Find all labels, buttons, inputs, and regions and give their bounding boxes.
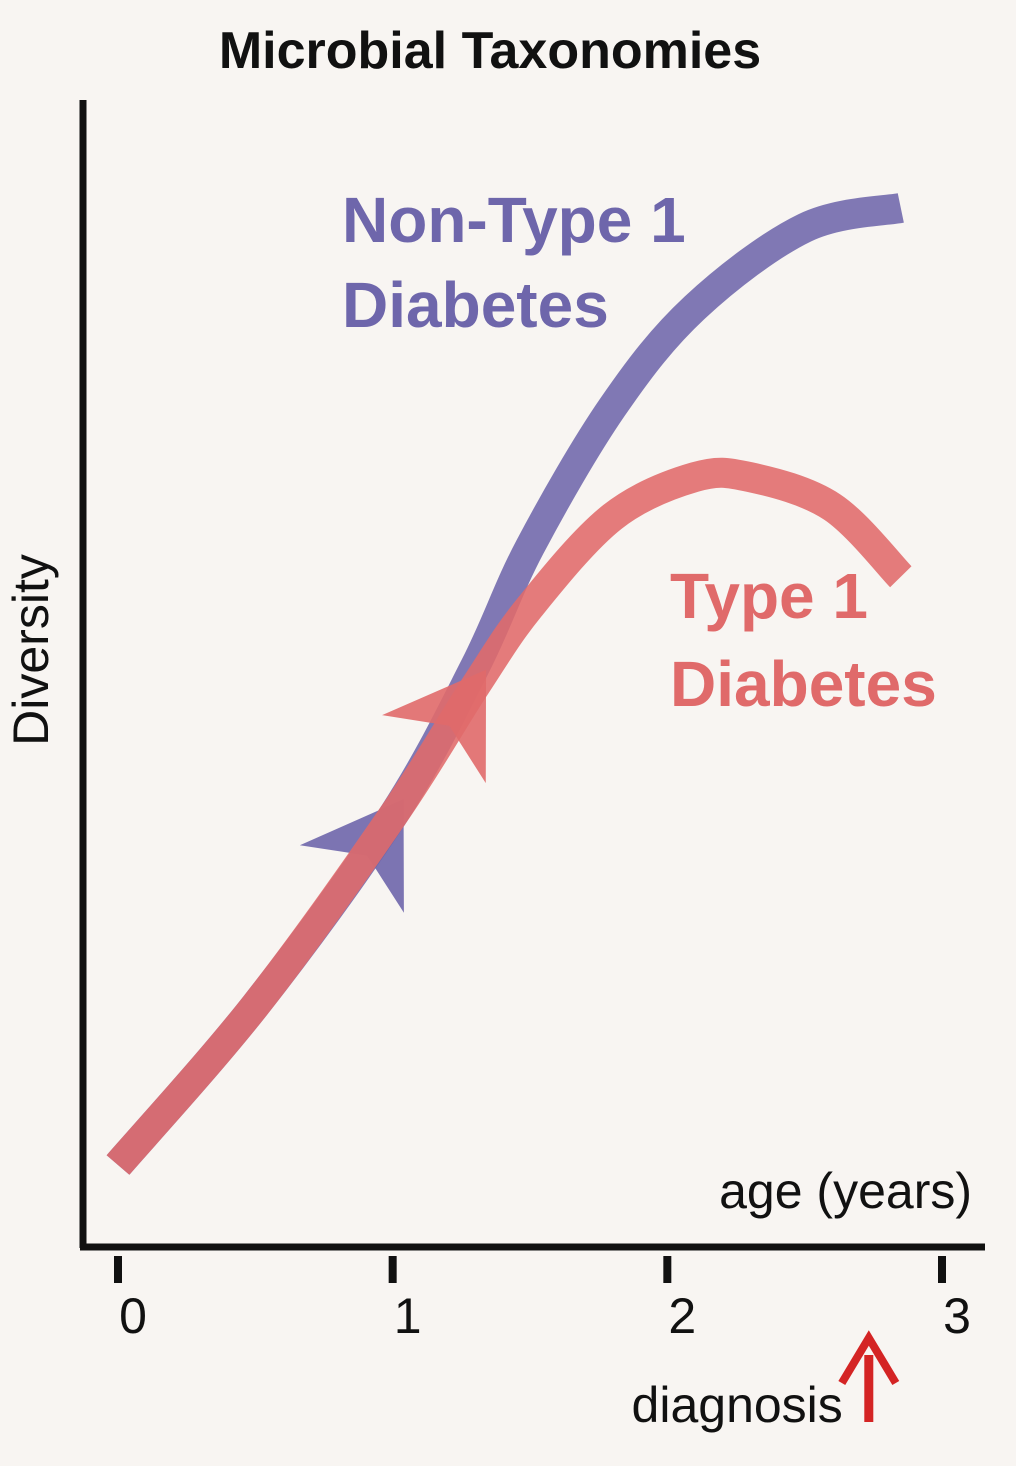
x-tick-label: 3	[943, 1288, 971, 1344]
series-arrowhead	[382, 669, 487, 784]
series-line-type1	[106, 457, 912, 1175]
x-tick-label: 2	[668, 1288, 696, 1344]
diagnosis-annotation: diagnosis	[632, 1330, 900, 1433]
axes	[79, 100, 985, 1251]
x-tick-label: 0	[119, 1288, 147, 1344]
diagnosis-arrow-head	[838, 1330, 900, 1386]
series-label-line: Diabetes	[342, 269, 609, 341]
x-ticks: 0 1 2 3	[114, 1256, 971, 1344]
series-label-line: Diabetes	[670, 648, 937, 720]
series-label-line: Type 1	[670, 560, 868, 632]
diagnosis-label: diagnosis	[632, 1377, 843, 1433]
series-labels: Non-Type 1 Diabetes Type 1 Diabetes	[342, 184, 937, 720]
x-axis-label: age (years)	[719, 1163, 972, 1219]
chart-title: Microbial Taxonomies	[219, 22, 761, 80]
series-label-line: Non-Type 1	[342, 184, 686, 256]
x-tick-label: 1	[394, 1288, 422, 1344]
series-lines	[106, 193, 912, 1175]
y-axis-label: Diversity	[3, 554, 59, 746]
